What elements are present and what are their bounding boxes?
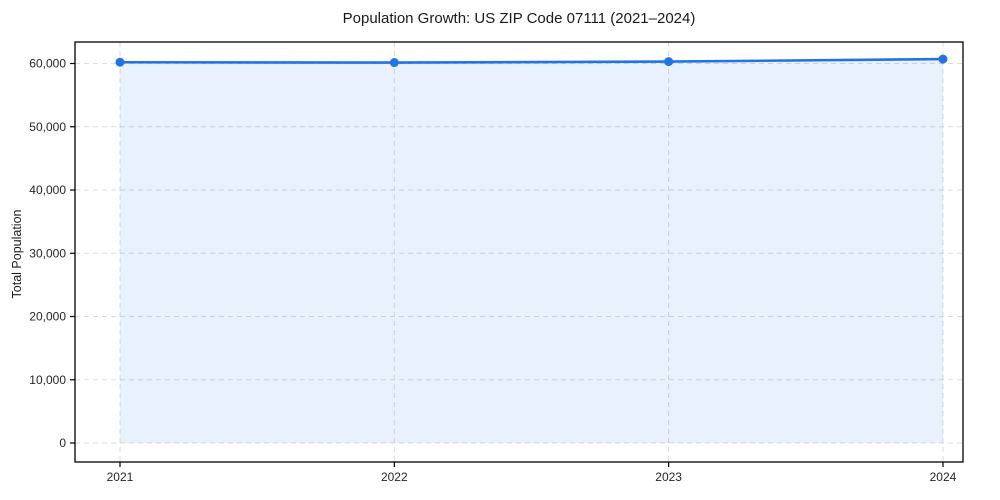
y-tick-label: 40,000: [29, 183, 66, 197]
plot-border: [74, 41, 964, 463]
chart-title: Population Growth: US ZIP Code 07111 (20…: [342, 10, 696, 27]
x-tick-label: 2021: [107, 470, 134, 484]
data-point-2021: [115, 57, 125, 67]
data-point-2024: [938, 54, 948, 64]
series-line: [118, 57, 945, 64]
y-tick-label: 60,000: [29, 57, 66, 71]
x-tick-label: 2023: [655, 470, 682, 484]
y-tick-label: 50,000: [29, 120, 66, 134]
x-tick-label: 2022: [381, 470, 408, 484]
y-tick-label: 30,000: [29, 246, 66, 260]
y-tick-label: 0: [59, 436, 66, 450]
y-tick-label: 20,000: [29, 310, 66, 324]
y-tick-label: 10,000: [29, 373, 66, 387]
series-area-fill: [119, 59, 943, 444]
data-point-2023: [664, 57, 674, 67]
data-point-2022: [389, 58, 399, 68]
x-tick-label: 2024: [930, 470, 957, 484]
